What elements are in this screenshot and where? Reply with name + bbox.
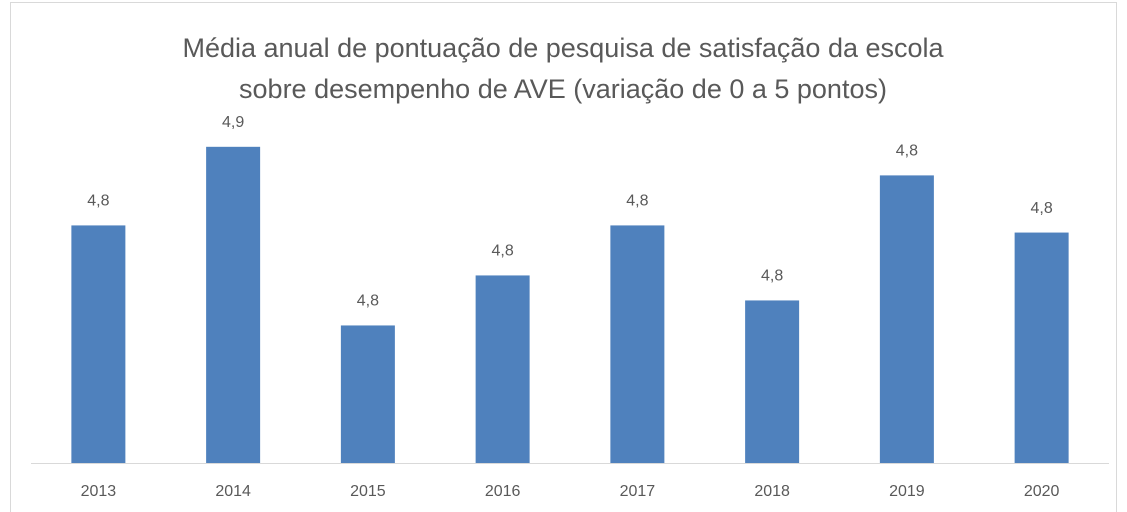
bar — [71, 225, 126, 463]
x-tick-label: 2018 — [754, 483, 790, 500]
data-label: 4,8 — [492, 243, 514, 260]
x-tick-label: 2016 — [485, 483, 521, 500]
data-label: 4,8 — [357, 293, 379, 310]
bar — [610, 225, 665, 463]
bar — [1014, 232, 1069, 463]
chart-title: sobre desempenho de AVE (variação de 0 a… — [239, 74, 887, 104]
x-tick-label: 2015 — [350, 483, 386, 500]
bar — [475, 275, 530, 463]
bar — [745, 300, 800, 463]
x-tick-label: 2014 — [215, 483, 251, 500]
data-label: 4,9 — [222, 114, 244, 131]
data-label: 4,8 — [87, 193, 109, 210]
bar — [879, 175, 934, 464]
data-label: 4,8 — [761, 268, 783, 285]
x-tick-label: 2017 — [620, 483, 656, 500]
bar — [340, 325, 395, 463]
chart-title: Média anual de pontuação de pesquisa de … — [182, 33, 944, 63]
x-tick-label: 2013 — [81, 483, 117, 500]
bar — [206, 146, 261, 463]
data-label: 4,8 — [626, 193, 648, 210]
x-tick-label: 2020 — [1024, 483, 1060, 500]
data-label: 4,8 — [1031, 200, 1053, 217]
x-tick-label: 2019 — [889, 483, 925, 500]
data-label: 4,8 — [896, 143, 918, 160]
